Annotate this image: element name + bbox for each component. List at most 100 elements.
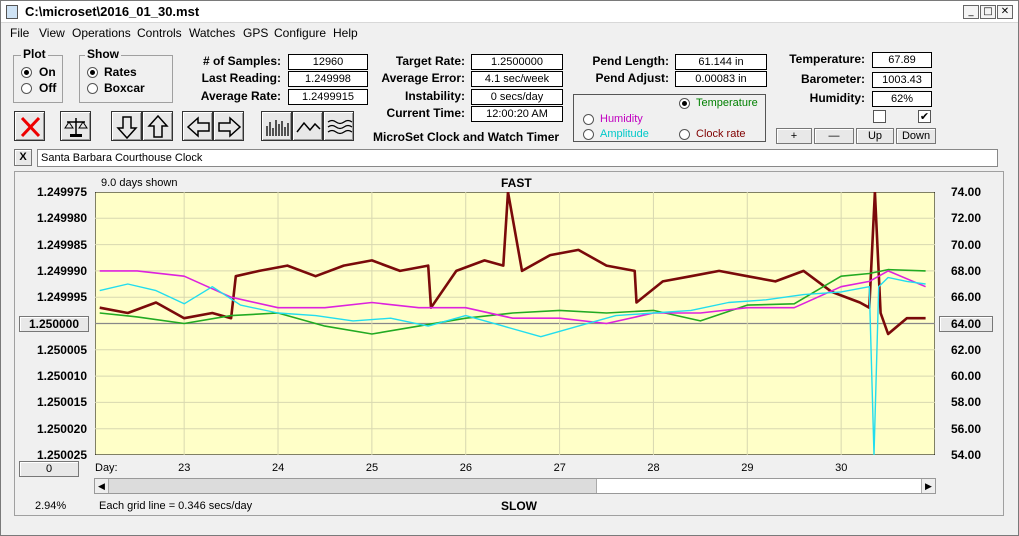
aux-channel-group xyxy=(573,94,766,142)
raw-button[interactable] xyxy=(323,111,354,141)
plot-group xyxy=(13,55,63,103)
average-rate-value: 1.2499915 xyxy=(288,89,368,105)
menu-view[interactable]: View xyxy=(39,26,65,40)
checkbox-2[interactable]: ✔ xyxy=(918,110,931,123)
menu-controls[interactable]: Controls xyxy=(137,26,182,40)
menu-help[interactable]: Help xyxy=(333,26,358,40)
menu-operations[interactable]: Operations xyxy=(72,26,131,40)
scale-down-button[interactable]: Down xyxy=(896,128,936,144)
arrow-up-icon xyxy=(147,114,169,138)
zero-button[interactable]: 0 xyxy=(19,461,79,477)
plot-area xyxy=(95,192,935,455)
histogram-button[interactable] xyxy=(261,111,292,141)
shift-left-button[interactable] xyxy=(182,111,213,141)
scale-plus-button[interactable]: + xyxy=(776,128,812,144)
plot-on-label: On xyxy=(39,65,56,79)
last-reading-value: 1.249998 xyxy=(288,71,368,87)
humidity-radio[interactable] xyxy=(583,114,594,125)
left-axis: 1.249975 1.249980 1.249985 1.249990 1.249995… xyxy=(15,172,87,472)
plot-group-title: Plot xyxy=(21,47,48,61)
shift-right-button[interactable] xyxy=(213,111,244,141)
right-tick-label: 60.00 xyxy=(951,369,982,384)
app-name: MicroSet Clock and Watch Timer xyxy=(373,130,560,144)
day-label: Day: xyxy=(95,462,118,474)
average-error-value: 4.1 sec/week xyxy=(471,71,563,87)
smooth-button[interactable] xyxy=(292,111,323,141)
close-button[interactable]: ✕ xyxy=(997,5,1013,19)
notes-field[interactable]: Santa Barbara Courthouse Clock xyxy=(37,149,998,167)
days-shown: 9.0 days shown xyxy=(101,177,178,189)
plot-on-radio[interactable] xyxy=(21,67,32,78)
scroll-thumb[interactable] xyxy=(109,479,597,493)
notes-close-button[interactable]: X xyxy=(14,149,32,166)
temperature-radio[interactable] xyxy=(679,98,690,109)
balance-button[interactable] xyxy=(60,111,91,141)
current-time-value: 12:00:20 AM xyxy=(471,106,563,122)
average-rate-label: Average Rate: xyxy=(200,89,281,103)
chart-panel: 9.0 days shown FAST SLOW Each grid line … xyxy=(14,171,1004,516)
menu-bar: File View Operations Controls Watches GP… xyxy=(1,24,1018,43)
humidity-label: Humidity: xyxy=(809,91,865,105)
right-tick-label: 62.00 xyxy=(951,342,982,357)
minimize-button[interactable]: _ xyxy=(963,5,979,19)
average-error-label: Average Error: xyxy=(381,71,465,85)
arrow-down-icon xyxy=(116,116,138,140)
grid-note: Each grid line = 0.346 secs/day xyxy=(99,500,253,512)
left-tick-label: 1.250015 xyxy=(36,395,87,410)
temperature-radio-label: Temperature xyxy=(696,97,758,109)
samples-label: # of Samples: xyxy=(202,54,281,68)
scale-minus-button[interactable]: — xyxy=(814,128,854,144)
x-axis: 23 24 25 26 27 28 29 30 xyxy=(15,172,1005,482)
left-tick-label: 1.249975 xyxy=(36,185,87,199)
histogram-icon xyxy=(266,120,289,136)
right-tick-label: 66.00 xyxy=(951,290,982,305)
amplitude-radio[interactable] xyxy=(583,129,594,140)
clear-button[interactable] xyxy=(14,111,45,141)
humidity-value: 62% xyxy=(872,91,932,107)
scroll-left-arrow[interactable]: ◀ xyxy=(95,479,109,493)
show-rates-radio[interactable] xyxy=(87,67,98,78)
pend-length-value: 61.144 in xyxy=(675,54,767,70)
left-tick-label: 1.250005 xyxy=(36,342,87,357)
plot-off-radio[interactable] xyxy=(21,83,32,94)
clock-rate-radio-label: Clock rate xyxy=(696,128,746,140)
clock-rate-radio[interactable] xyxy=(679,129,690,140)
slow-label: SLOW xyxy=(501,499,537,513)
menu-file[interactable]: File xyxy=(10,26,30,40)
balance-scale-icon xyxy=(64,118,88,137)
series-line-clock-rate xyxy=(99,192,926,336)
title-bar: C:\microset\2016_01_30.mst _ □ ✕ xyxy=(1,1,1018,23)
series-line-temperature xyxy=(99,268,926,335)
left-tick-label: 1.250010 xyxy=(36,369,87,384)
current-time-label: Current Time: xyxy=(386,106,465,120)
left-tick-label: 1.249990 xyxy=(36,263,87,278)
checkbox-1[interactable] xyxy=(873,110,886,123)
left-tick-label: 1.249980 xyxy=(36,211,87,226)
right-tick-label: 58.00 xyxy=(951,395,982,410)
temperature-value: 67.89 xyxy=(872,52,932,68)
menu-watches[interactable]: Watches xyxy=(189,26,236,40)
shift-down-button[interactable] xyxy=(111,111,142,141)
left-center-button[interactable]: 1.250000 xyxy=(19,316,89,332)
percent-readout: 2.94% xyxy=(35,500,67,512)
maximize-button[interactable]: □ xyxy=(980,5,996,19)
right-center-button[interactable]: 64.00 xyxy=(939,316,993,332)
arrow-right-icon xyxy=(218,116,242,138)
menu-configure[interactable]: Configure xyxy=(274,26,327,40)
shift-up-button[interactable] xyxy=(142,111,173,141)
horizontal-scrollbar[interactable]: ◀ ▶ xyxy=(94,478,936,494)
pend-adjust-label: Pend Adjust: xyxy=(595,71,669,85)
x-tick-label: 27 xyxy=(553,462,566,474)
samples-value: 12960 xyxy=(288,54,368,70)
show-boxcar-radio[interactable] xyxy=(87,83,98,94)
plot-off-label: Off xyxy=(39,81,57,95)
right-tick-label: 74.00 xyxy=(951,185,982,199)
waves-icon xyxy=(327,119,353,135)
right-tick-label: 54.00 xyxy=(951,448,982,462)
temperature-label: Temperature: xyxy=(789,52,865,66)
menu-gps[interactable]: GPS xyxy=(243,26,269,40)
scroll-right-arrow[interactable]: ▶ xyxy=(921,479,935,493)
arrow-left-icon xyxy=(186,116,210,138)
x-tick-label: 24 xyxy=(272,462,285,474)
scale-up-button[interactable]: Up xyxy=(856,128,894,144)
